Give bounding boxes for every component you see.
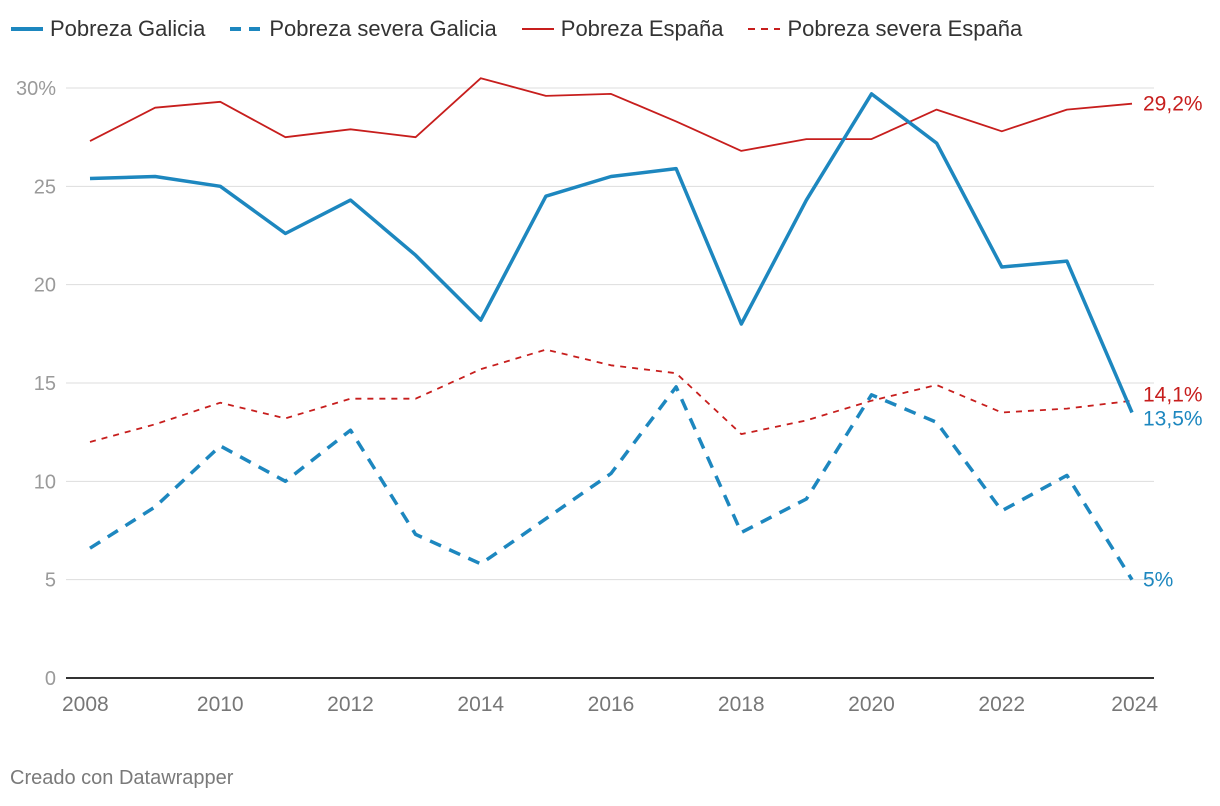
legend-item-pobreza-galicia: Pobreza Galicia	[10, 16, 205, 42]
legend-label-pobreza-galicia: Pobreza Galicia	[50, 16, 206, 41]
legend-swatch-pobreza-galicia	[11, 27, 43, 31]
legend-item-pobreza-severa-espana: Pobreza severa España	[747, 16, 1022, 42]
x-tick-label-2010: 2010	[197, 693, 244, 716]
legend-swatch-pobreza-espana	[521, 28, 554, 30]
series-line-pobreza-espana	[89, 77, 1133, 152]
series-layer	[89, 77, 1134, 581]
end-label-pobreza-severa-espana: 14,1%	[1143, 384, 1203, 407]
x-tick-label-2024: 2024	[1111, 693, 1158, 716]
y-tick-label-20: 20	[34, 275, 56, 297]
x-tick-label-2016: 2016	[588, 693, 635, 716]
series-line-pobreza-galicia	[89, 92, 1134, 414]
label-layer: 0 5 10 15 20 25 30% 2008 2010 2012 2014 2016 2018 202…	[16, 78, 1203, 716]
y-tick-label-25: 25	[34, 176, 56, 198]
series-line-pobreza-severa-espana	[89, 348, 1133, 443]
credit-text: Creado con Datawrapper	[10, 767, 234, 789]
x-tick-label-2020: 2020	[848, 693, 895, 716]
legend-swatch-pobreza-severa-galicia	[230, 27, 263, 31]
legend-label-pobreza-severa-galicia: Pobreza severa Galicia	[269, 16, 497, 41]
chart-legend: Pobreza Galicia Pobreza severa Galicia P…	[10, 14, 1046, 44]
end-label-pobreza-galicia: 13,5%	[1143, 408, 1203, 431]
legend-item-pobreza-severa-galicia: Pobreza severa Galicia	[229, 16, 497, 42]
legend-item-pobreza-espana: Pobreza España	[521, 16, 724, 42]
x-tick-label-2018: 2018	[718, 693, 765, 716]
series-line-pobreza-severa-galicia	[89, 385, 1134, 581]
legend-label-pobreza-severa-espana: Pobreza severa España	[787, 16, 1023, 41]
legend-swatch-pobreza-severa-espana	[748, 28, 781, 30]
end-label-pobreza-espana: 29,2%	[1143, 93, 1203, 116]
x-tick-label-2022: 2022	[978, 693, 1025, 716]
grid-layer	[66, 87, 1154, 679]
y-tick-label-15: 15	[34, 373, 56, 395]
end-label-pobreza-severa-galicia: 5%	[1143, 569, 1173, 592]
y-tick-label-5: 5	[45, 570, 56, 592]
legend-label-pobreza-espana: Pobreza España	[560, 16, 724, 41]
y-tick-label-0: 0	[45, 668, 56, 690]
x-tick-label-2008: 2008	[62, 693, 109, 716]
x-tick-label-2012: 2012	[327, 693, 374, 716]
x-tick-label-2014: 2014	[457, 693, 504, 716]
y-tick-label-10: 10	[34, 471, 56, 493]
y-tick-label-30: 30%	[16, 78, 56, 100]
